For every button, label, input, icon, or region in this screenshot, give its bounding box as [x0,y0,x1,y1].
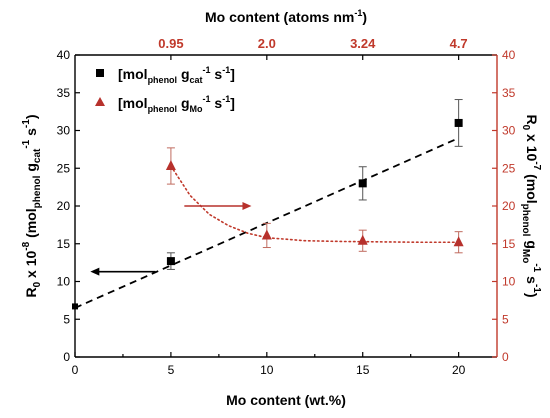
legend-sq-u2: -1 [203,65,211,75]
legend-sq-s2: cat [190,75,203,85]
legend-sq-t2: g [177,66,189,82]
top-axis-title-sup: -1 [354,8,362,18]
y-left-tick-label: 35 [57,86,71,100]
y-left-p3-sub: phenol [32,175,43,208]
decay-fit-curve [170,165,460,244]
triangle-point [261,229,272,240]
right-axis-title: R0 x 10-7 (molphenol gMo-1 s-1) [520,114,542,297]
y-right-p1-sub: 0 [520,125,531,131]
y-left-tick-label: 0 [63,350,70,364]
y-right-tick-label: 5 [502,312,509,326]
y-right-p3: (mol [524,170,540,203]
arrows [90,202,252,276]
y-left-p6: ) [23,114,39,119]
y-right-p1: R [524,114,540,124]
x-tick-label: 5 [168,363,175,377]
y-right-p2: x 10 [524,130,540,161]
y-right-tick-label: 20 [502,199,516,213]
y-left-p5-sup: -1 [21,119,32,128]
top-axis-title: Mo content (atoms nm-1) [205,8,367,25]
top-axis-title-main: Mo content (atoms nm [205,9,354,25]
legend-tri-s2: Mo [190,104,203,114]
y-left-tick-label: 40 [57,48,71,62]
y-left-tick-label: 5 [63,312,70,326]
top-tick-label: 4.7 [450,36,468,51]
legend-tri-s1: phenol [148,104,178,114]
y-right-tick-label: 15 [502,237,516,251]
right-ticks: 0 5 10 15 20 25 30 35 40 [492,48,516,364]
y-right-p4-sup: -1 [531,263,542,272]
y-left-p2: x 10 [23,250,39,281]
square-point [454,118,463,127]
y-left-p3: (mol [23,208,39,241]
legend-square-marker [96,69,104,77]
y-right-p5-sup: -1 [531,284,542,293]
legend-sq-t3: s [211,66,223,82]
bottom-ticks: 0 5 10 15 20 [72,352,466,377]
legend: [molphenol gcat-1 s-1] [molphenol gMo-1 … [95,65,235,114]
x-tick-label: 0 [72,363,79,377]
top-ticks: 0.95 2.0 3.24 4.7 [158,36,468,60]
y-left-tick-label: 25 [57,161,71,175]
legend-tri-u2: -1 [203,94,211,104]
y-right-tick-label: 35 [502,86,516,100]
x-tick-label: 10 [260,363,274,377]
top-tick-label: 0.95 [158,36,183,51]
y-left-tick-label: 30 [57,124,71,138]
legend-tri-u3: -1 [222,94,230,104]
triangle-point [357,234,368,245]
y-left-p2-sup: -8 [21,241,32,250]
arrow-head [242,202,252,210]
arrow-head [90,267,100,276]
y-left-tick-label: 20 [57,199,71,213]
left-ticks: 0 5 10 15 20 25 30 35 40 [57,48,80,364]
legend-tri-t3: s [211,95,223,111]
top-tick-label: 3.24 [350,36,376,51]
top-tick-label: 2.0 [258,36,276,51]
y-right-p4-sub: Mo [520,249,531,263]
legend-tri-t1: [mol [118,95,148,111]
y-left-tick-label: 10 [57,275,71,289]
y-right-p3-sub: phenol [520,204,531,237]
legend-entry-triangle: [molphenol gMo-1 s-1] [118,94,235,114]
y-right-tick-label: 0 [502,350,509,364]
data-marks [72,99,464,310]
legend-sq-t4: ] [230,66,235,82]
legend-sq-s1: phenol [148,75,178,85]
x-axis-title: Mo content (wt.%) [226,392,346,408]
y-left-tick-label: 15 [57,237,71,251]
y-left-p1-sub: 0 [32,281,43,287]
y-right-p6: ) [524,293,540,298]
left-axis-title: R0 x 10-8 (molphenol gcat-1 s-1) [21,114,43,297]
y-left-p4-sup: -1 [21,139,32,148]
square-point-origin [72,303,78,310]
legend-tri-t2: g [177,95,189,111]
legend-sq-t1: [mol [118,66,148,82]
square-point [358,179,367,188]
y-right-tick-label: 30 [502,124,516,138]
y-left-p5: s [23,128,39,140]
y-right-tick-label: 40 [502,48,516,62]
y-right-p5: s [524,272,540,284]
triangle-point [165,159,176,170]
triangle-point [453,236,464,247]
top-axis-title-end: ) [362,9,367,25]
legend-tri-t4: ] [230,95,235,111]
y-left-p4-sub: cat [32,148,43,163]
y-right-p4: g [524,236,540,248]
y-right-tick-label: 25 [502,161,516,175]
x-tick-label: 15 [356,363,370,377]
square-point [166,257,175,266]
x-tick-label: 20 [452,363,466,377]
y-left-p4: g [23,163,39,175]
y-right-p2-sup: -7 [531,161,542,170]
legend-triangle-marker [95,97,105,106]
y-left-p1: R [23,287,39,297]
legend-entry-square: [molphenol gcat-1 s-1] [118,65,235,85]
y-right-tick-label: 10 [502,275,516,289]
legend-sq-u3: -1 [222,65,230,75]
